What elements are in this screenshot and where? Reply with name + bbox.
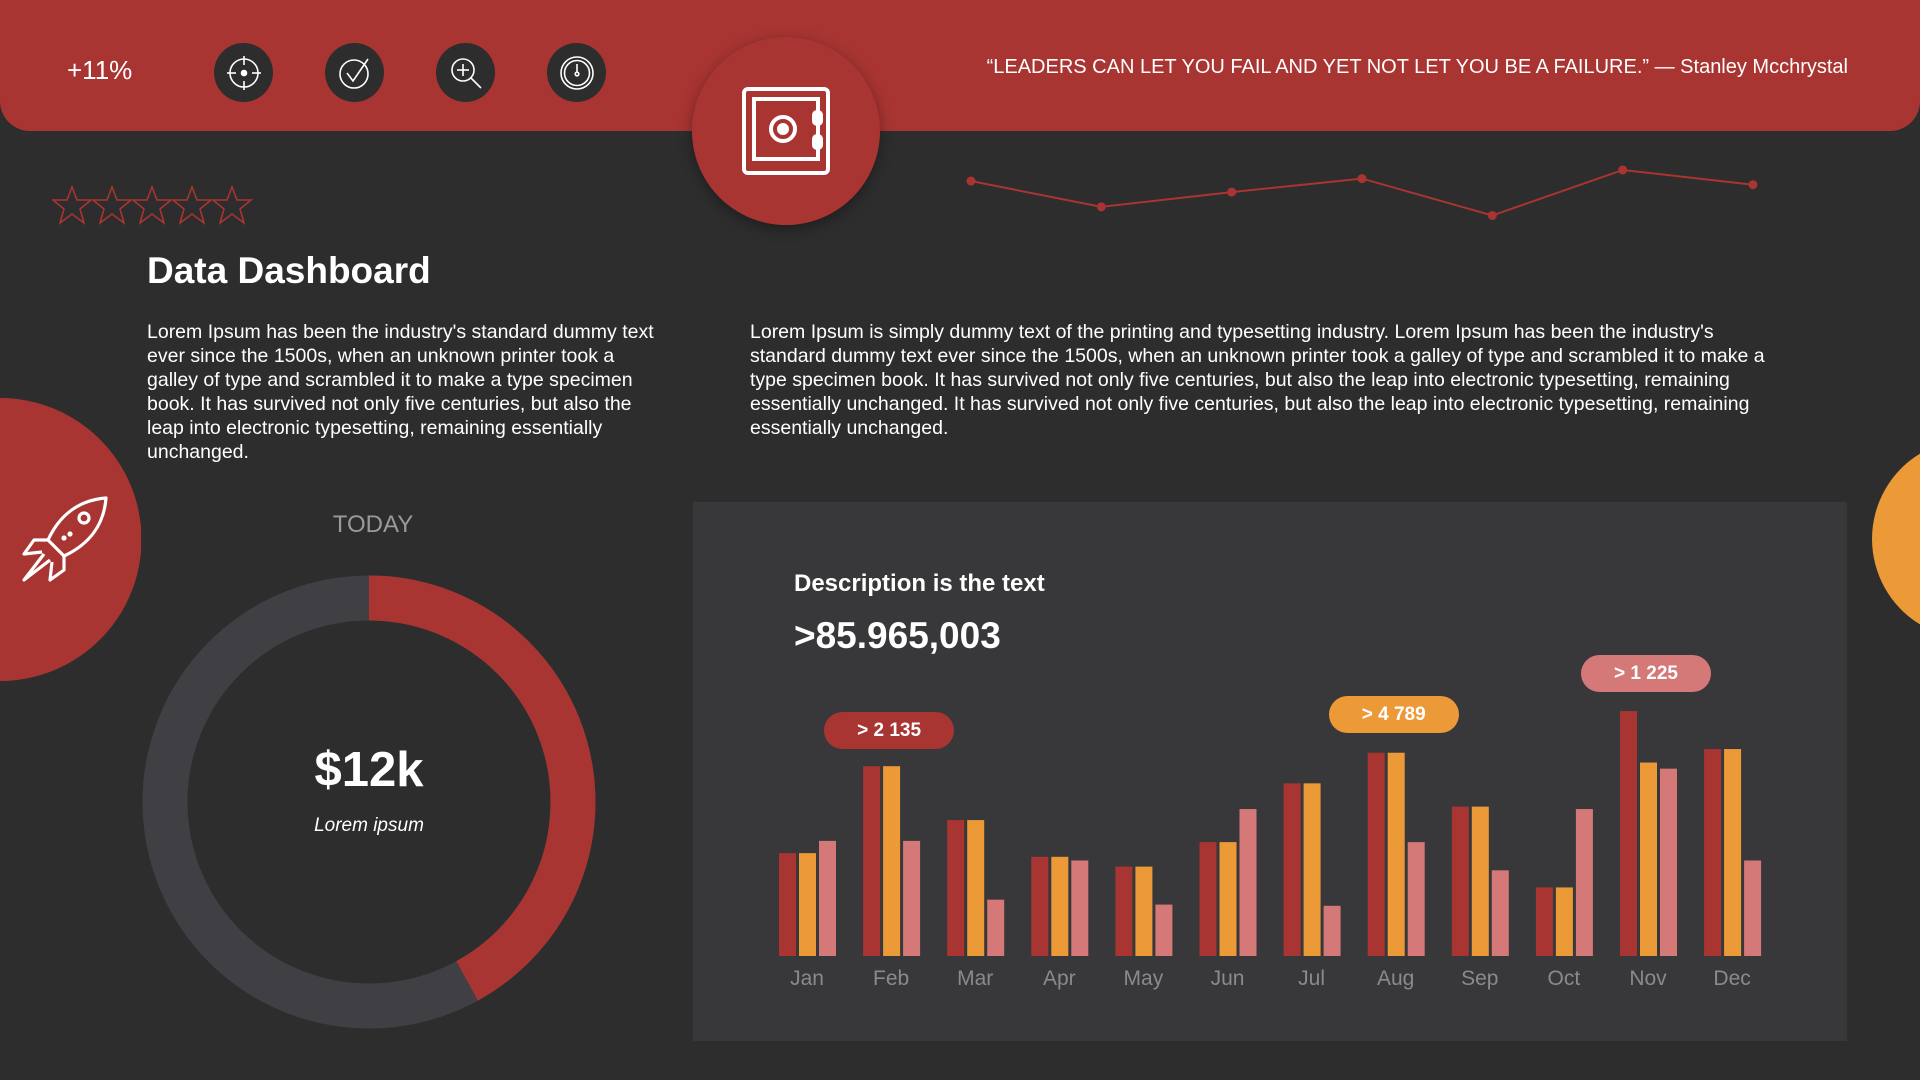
star-icon[interactable] [52, 185, 94, 225]
zoom-in-button[interactable] [436, 43, 495, 102]
bar-sep[interactable] [1491, 870, 1509, 956]
panel-total: >85.965,003 [794, 615, 1001, 656]
bar-jun[interactable] [1199, 842, 1217, 956]
month-label: Jan [790, 967, 824, 990]
bar-jul[interactable] [1323, 905, 1341, 956]
description-paragraph: Lorem Ipsum is simply dummy text of the … [750, 321, 1765, 439]
sparkline-point [966, 176, 976, 186]
check-button[interactable] [325, 43, 384, 102]
bar-feb[interactable] [863, 766, 881, 956]
header-bar: +11% “LEADERS CAN LET YOU FAIL AND YET N… [0, 0, 1920, 131]
bar-jan[interactable] [819, 840, 836, 956]
donut-progress-arc [142, 575, 596, 1029]
bar-jan[interactable] [779, 853, 796, 956]
bar-aug[interactable] [1407, 842, 1425, 956]
star-icon[interactable] [90, 185, 134, 225]
month-label: Jun [1210, 967, 1245, 990]
target-button[interactable] [214, 43, 273, 102]
bar-oct[interactable] [1575, 809, 1593, 956]
star-rating[interactable] [52, 185, 257, 225]
bar-mar[interactable] [947, 820, 965, 956]
bar-dec[interactable] [1704, 749, 1722, 956]
bar-aug[interactable] [1367, 752, 1385, 956]
sparkline-chart [966, 165, 1758, 220]
bar-jun[interactable] [1239, 809, 1257, 956]
bar-oct[interactable] [1555, 887, 1573, 956]
bar-may[interactable] [1135, 866, 1153, 956]
sparkline-point [1487, 210, 1497, 220]
month-label: Jul [1298, 967, 1326, 990]
bar-mar[interactable] [967, 820, 985, 956]
intro-paragraph: Lorem Ipsum has been the industry's stan… [147, 321, 654, 463]
bar-oct[interactable] [1535, 887, 1553, 956]
bar-jan[interactable] [799, 853, 816, 956]
target-icon [226, 55, 261, 90]
bar-sep[interactable] [1471, 806, 1489, 956]
orange-accent-circle [1872, 453, 1920, 625]
bar-feb[interactable] [903, 840, 921, 956]
quote-text: “LEADERS CAN LET YOU FAIL AND YET NOT LE… [986, 56, 1848, 78]
rocket-badge [0, 398, 141, 681]
sparkline-point [1227, 187, 1237, 197]
month-label: May [1123, 967, 1164, 990]
rocket-icon [22, 496, 108, 582]
value-badge: > 1 225 [1581, 655, 1711, 692]
bar-sep[interactable] [1451, 806, 1469, 956]
sparkline-point [1096, 202, 1106, 212]
month-label: Nov [1629, 967, 1667, 990]
bar-may[interactable] [1155, 904, 1173, 956]
check-icon [338, 58, 369, 89]
page-title: Data Dashboard [147, 250, 431, 291]
clock-button[interactable] [547, 43, 606, 102]
clock-icon [559, 55, 594, 90]
value-badge: > 2 135 [824, 712, 955, 749]
month-label: Apr [1042, 967, 1076, 990]
bar-aug[interactable] [1387, 752, 1405, 956]
sparkline-point [1357, 174, 1367, 184]
bar-jun[interactable] [1219, 842, 1237, 956]
growth-stat: +11% [67, 55, 133, 85]
bar-feb[interactable] [883, 766, 901, 956]
month-label: Mar [957, 967, 994, 990]
bar-nov[interactable] [1620, 711, 1637, 956]
bar-may[interactable] [1115, 866, 1133, 956]
bar-dec[interactable] [1744, 860, 1762, 956]
bar-apr[interactable] [1051, 856, 1069, 956]
panel-description: Description is the text [794, 570, 1045, 597]
sparkline-point [1618, 165, 1628, 175]
safe-icon [742, 87, 830, 175]
donut-chart [142, 575, 596, 1029]
bar-jul[interactable] [1303, 783, 1321, 956]
star-icon[interactable] [130, 185, 174, 225]
bar-apr[interactable] [1071, 860, 1089, 956]
donut-label: TODAY [332, 511, 414, 538]
bar-jul[interactable] [1283, 783, 1301, 956]
donut-caption: Lorem ipsum [314, 815, 424, 836]
bar-nov[interactable] [1640, 762, 1657, 956]
month-label: Feb [873, 967, 910, 990]
month-label: Sep [1461, 967, 1499, 990]
safe-badge [692, 37, 880, 225]
donut-value: $12k [314, 743, 424, 797]
sparkline-point [1748, 180, 1758, 190]
bar-dec[interactable] [1724, 749, 1742, 956]
zoom-in-icon [450, 57, 482, 89]
star-icon[interactable] [210, 185, 254, 225]
star-icon[interactable] [170, 185, 214, 225]
bar-nov[interactable] [1660, 768, 1677, 956]
month-label: Dec [1713, 967, 1751, 990]
month-label: Oct [1547, 967, 1581, 990]
month-label: Aug [1377, 967, 1415, 990]
bar-apr[interactable] [1031, 856, 1049, 956]
bar-mar[interactable] [987, 899, 1005, 956]
value-badge: > 4 789 [1328, 696, 1459, 733]
